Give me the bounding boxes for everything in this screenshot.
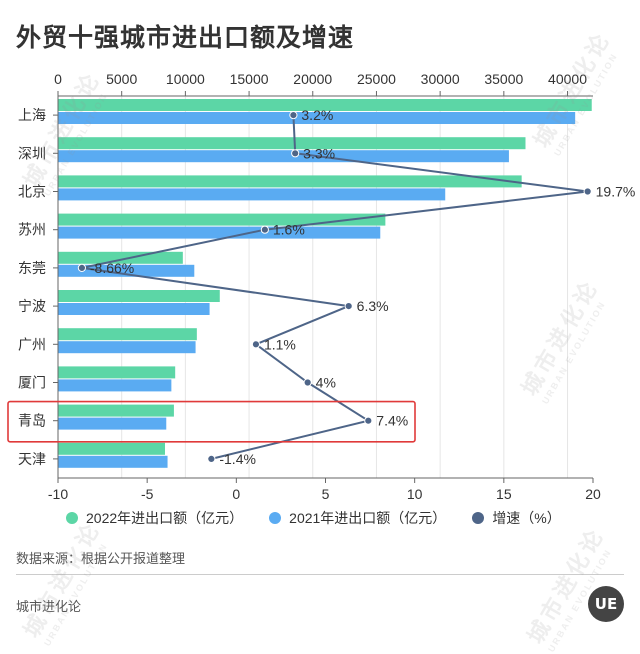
- bottom-tick-label: 10: [407, 486, 423, 502]
- legend-item-2021[interactable]: 2021年进出口额（亿元）: [269, 508, 446, 528]
- bar-2022: [58, 251, 183, 264]
- bar-2021: [58, 417, 167, 430]
- bottom-tick-label: 0: [232, 486, 240, 502]
- growth-label: 6.3%: [357, 298, 389, 314]
- legend-item-2022[interactable]: 2022年进出口额（亿元）: [66, 508, 243, 528]
- bottom-tick-label: 5: [322, 486, 330, 502]
- growth-label: 3.3%: [303, 145, 335, 161]
- brand-logo: UE: [588, 586, 624, 622]
- bar-2022: [58, 213, 386, 226]
- category-label: 厦门: [18, 375, 46, 391]
- growth-point: [344, 302, 353, 311]
- top-tick-label: 25000: [357, 71, 396, 87]
- growth-label: 1.1%: [264, 336, 296, 352]
- bar-2022: [58, 366, 176, 379]
- bottom-tick-label: -10: [48, 486, 68, 502]
- legend-swatch-2022: [66, 512, 78, 524]
- growth-point: [251, 340, 261, 349]
- category-label: 青岛: [18, 413, 46, 429]
- category-label: 宁波: [18, 298, 46, 314]
- chart-svg: 0 5000 10000 15000 20000 25000 30000 35000 40000…: [7, 71, 636, 502]
- bar-2021: [58, 226, 381, 239]
- category-label: 苏州: [18, 222, 46, 238]
- top-tick-label: 15000: [230, 71, 269, 87]
- bar-2021: [58, 379, 172, 392]
- growth-label: 1.6%: [273, 222, 305, 238]
- top-tick-label: 20000: [293, 71, 332, 87]
- growth-point: [291, 149, 300, 158]
- growth-label: -1.4%: [219, 451, 256, 467]
- category-label: 北京: [18, 184, 46, 200]
- legend: 2022年进出口额（亿元） 2021年进出口额（亿元） 增速（%）: [66, 508, 587, 528]
- bar-2022: [58, 290, 220, 302]
- growth-label: 3.2%: [301, 107, 333, 123]
- top-tick-label: 5000: [106, 71, 137, 87]
- bar-2021: [58, 188, 446, 201]
- legend-item-growth[interactable]: 增速（%）: [472, 508, 561, 528]
- bar-2022: [58, 175, 522, 188]
- bar-2022: [58, 404, 174, 417]
- bar-2021: [58, 455, 168, 468]
- category-label: 深圳: [18, 145, 46, 161]
- bars: [58, 99, 592, 468]
- growth-point: [303, 378, 312, 387]
- highlight-box: [7, 400, 416, 443]
- category-label: 天津: [18, 451, 46, 467]
- bar-2021: [58, 264, 195, 277]
- bottom-tick-label: 20: [585, 486, 601, 502]
- growth-label: 19.7%: [596, 184, 636, 200]
- growth-point: [260, 225, 269, 234]
- bottom-tick-label: 15: [496, 486, 512, 502]
- bar-2022: [58, 137, 526, 150]
- axes: 0 5000 10000 15000 20000 25000 30000 35000 40000…: [48, 71, 601, 502]
- legend-swatch-growth: [472, 512, 485, 524]
- growth-point: [77, 263, 86, 272]
- legend-label-growth: 增速（%）: [492, 510, 561, 526]
- chart-title: 外贸十强城市进出口额及增速: [16, 24, 355, 52]
- growth-label: 4%: [316, 375, 336, 391]
- top-tick-label: 35000: [484, 71, 523, 87]
- bar-2021: [58, 150, 509, 163]
- legend-label-2022: 2022年进出口额（亿元）: [86, 510, 244, 526]
- source-note: 数据来源：根据公开报道整理: [16, 551, 186, 566]
- legend-label-2021: 2021年进出口额（亿元）: [289, 510, 447, 526]
- bar-2021: [58, 341, 196, 354]
- growth-point: [364, 416, 373, 425]
- category-label: 上海: [18, 107, 46, 123]
- category-label: 广州: [18, 336, 46, 352]
- growth-label: -8.66%: [90, 260, 134, 276]
- top-tick-label: 30000: [421, 71, 460, 87]
- bottom-tick-label: -5: [141, 486, 154, 502]
- top-tick-label: 0: [54, 71, 62, 87]
- top-tick-label: 40000: [548, 71, 587, 87]
- bar-2022: [58, 99, 592, 111]
- brand-name: 城市进化论: [16, 599, 82, 614]
- category-label: 东莞: [18, 260, 46, 276]
- legend-swatch-2021: [269, 512, 282, 524]
- growth-point: [289, 111, 298, 120]
- top-tick-label: 10000: [166, 71, 205, 87]
- growth-point: [207, 454, 216, 463]
- bar-2022: [58, 442, 165, 455]
- footer-divider: [16, 574, 624, 575]
- bar-2021: [58, 303, 210, 315]
- bar-2021: [58, 112, 576, 124]
- bar-2022: [58, 328, 197, 341]
- growth-label: 7.4%: [376, 413, 408, 429]
- growth-point: [583, 187, 592, 196]
